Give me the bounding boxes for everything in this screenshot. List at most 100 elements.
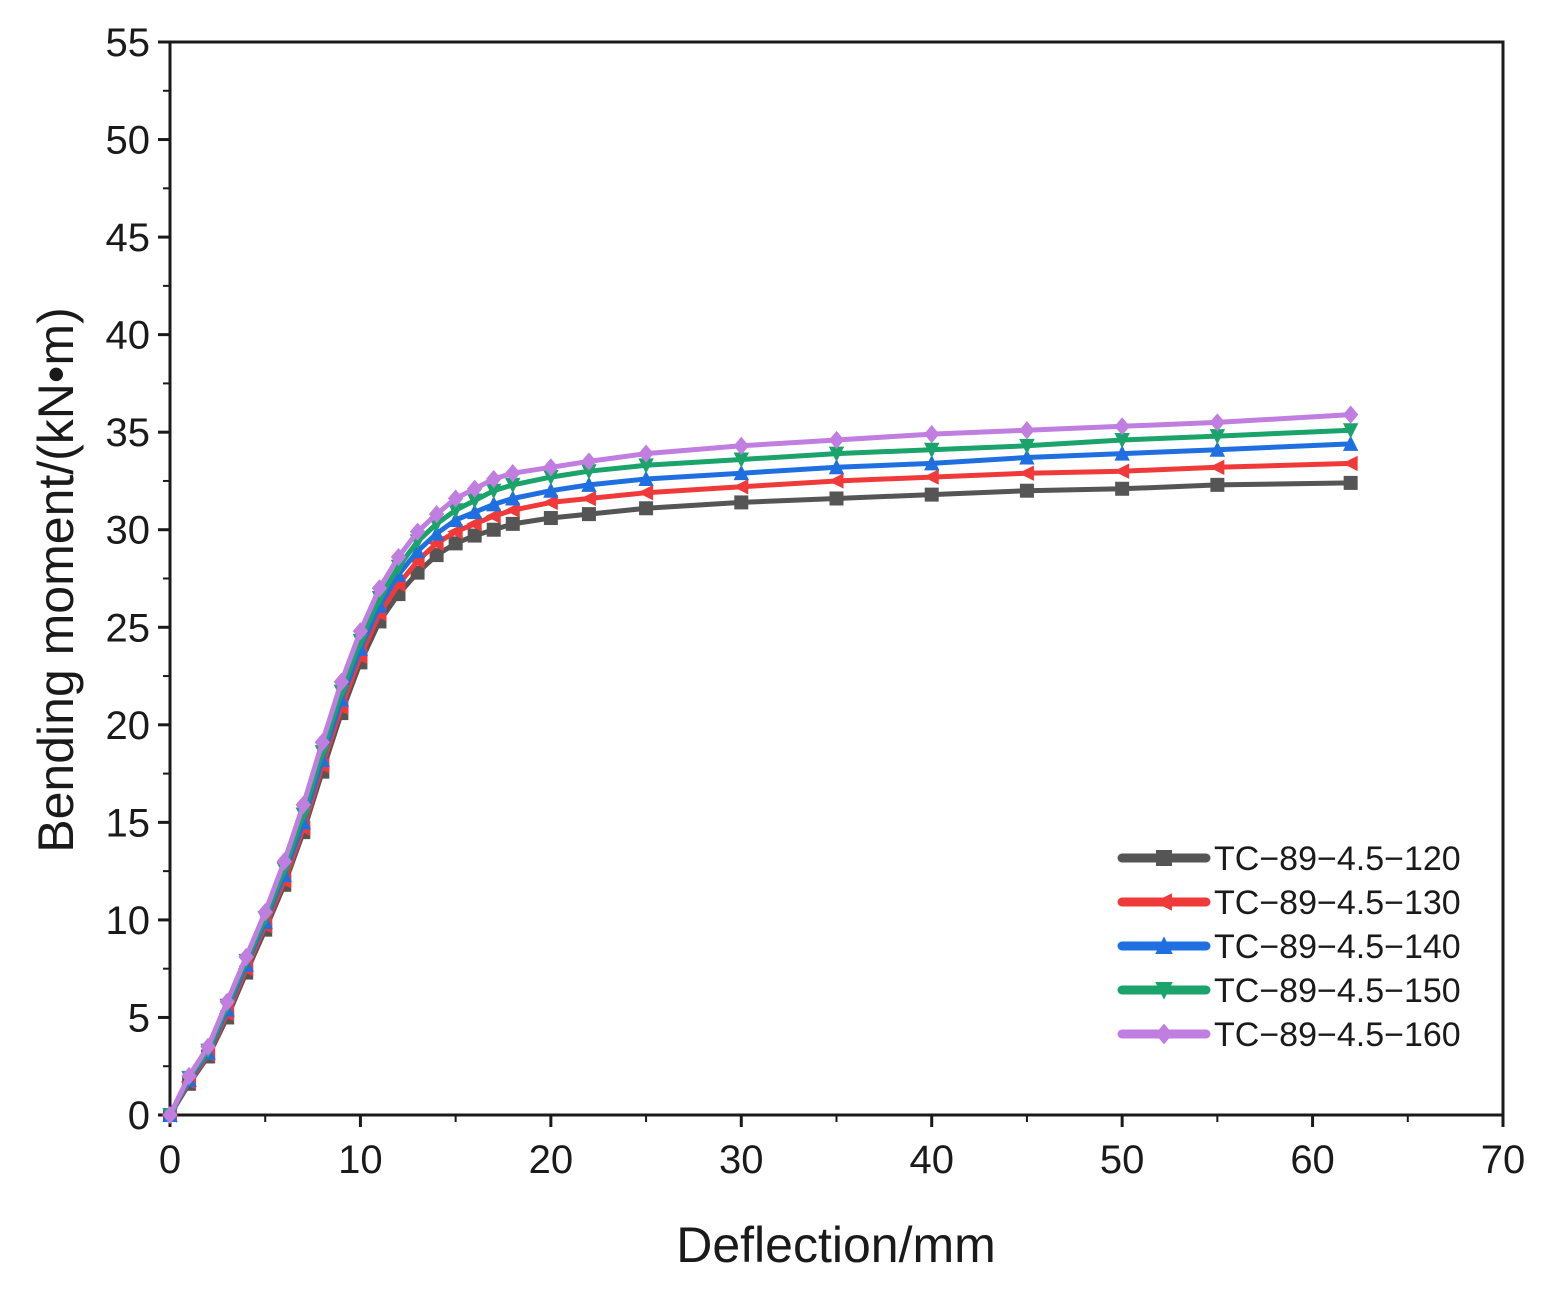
y-tick-label: 25 [106,606,151,650]
data-point [466,516,482,532]
series-line [167,427,1354,1118]
data-point [1019,483,1034,498]
data-point [219,992,235,1011]
legend-marker [1155,982,1173,1000]
legend: TC−89−4.5−120 TC−89−4.5−130 TC−89−4.5−140 T… [1117,840,1461,1054]
legend-marker [1155,936,1173,954]
data-point [1113,463,1130,479]
data-point [543,482,559,498]
data-point [390,547,407,567]
y-tick-label: 0 [128,1094,150,1138]
data-point [409,542,426,559]
data-point [447,523,463,540]
legend-marker [1156,850,1172,866]
data-point [333,672,350,691]
data-point [542,494,558,511]
data-point [429,548,444,563]
data-point [466,479,483,498]
data-point [1018,465,1034,481]
series-2 [161,455,1358,1123]
data-point [447,511,464,527]
data-point [466,503,483,520]
data-point [448,536,463,551]
x-axis-title: Deflection/mm [676,1217,996,1273]
legend-label: TC−89−4.5−150 [1214,972,1461,1010]
y-tick-label: 5 [128,996,150,1040]
data-point [276,852,292,871]
data-point [371,579,388,598]
data-point [828,430,845,450]
data-point [829,491,844,506]
y-tick-label: 40 [106,314,151,358]
data-point [162,1105,178,1125]
x-tick-label: 20 [529,1138,574,1182]
data-point [924,425,940,444]
x-tick-label: 0 [159,1138,181,1182]
data-point [828,473,844,489]
data-point [1208,459,1225,475]
series-line [167,441,1354,1118]
data-point [505,490,521,506]
data-point [486,483,502,500]
data-point [581,464,597,480]
data-point [581,452,597,471]
data-point [486,469,502,489]
data-point [543,458,559,477]
legend-item: TC−89−4.5−140 [1117,928,1461,966]
legend-item: TC−89−4.5−130 [1117,884,1461,922]
data-point [1210,477,1225,492]
data-point [447,503,464,519]
y-tick-label: 15 [106,801,151,845]
data-point [257,903,273,922]
legend-label: TC−89−4.5−140 [1214,928,1461,966]
x-tick-label: 40 [909,1138,954,1182]
data-point [924,454,940,471]
data-point [733,436,749,455]
data-point [467,528,482,543]
y-tick-label: 30 [106,509,151,553]
series-5 [162,405,1359,1125]
legend-label: TC−89−4.5−130 [1214,884,1461,922]
data-point [486,495,502,512]
data-point [1342,405,1359,424]
data-point [543,511,558,526]
data-point [638,444,654,463]
data-point [1209,413,1226,432]
legend-item: TC−89−4.5−160 [1117,1016,1461,1054]
x-tick-label: 50 [1100,1138,1145,1182]
data-point [1114,417,1130,436]
y-tick-label: 55 [106,21,151,65]
data-point [200,1037,216,1056]
legend-label: TC−89−4.5−160 [1214,1016,1461,1054]
data-point [181,1066,197,1086]
data-point [1114,445,1130,461]
data-point [923,469,939,485]
data-point [638,470,654,487]
legend-label: TC−89−4.5−120 [1214,840,1461,878]
data-point [1019,421,1035,440]
legend-item: TC−89−4.5−150 [1117,972,1461,1010]
y-tick-label: 50 [106,119,151,163]
series-3 [162,435,1359,1122]
data-point [505,464,521,483]
data-point [543,470,559,486]
data-point [1019,438,1035,455]
y-tick-label: 10 [106,899,151,943]
data-point [466,493,483,509]
data-point [1343,475,1358,490]
x-tick-label: 70 [1481,1138,1526,1182]
data-point [314,733,331,752]
data-point [924,442,940,459]
data-point [238,947,254,967]
data-point [1019,449,1035,465]
data-point [1114,432,1130,449]
x-tick-label: 30 [719,1138,764,1182]
data-point [447,489,464,508]
y-tick-label: 20 [106,704,151,748]
x-tick-label: 10 [338,1138,383,1182]
data-point [1115,481,1130,496]
data-point [1209,429,1226,445]
data-point [1342,455,1358,472]
series-4 [162,423,1359,1124]
data-point [486,522,501,537]
